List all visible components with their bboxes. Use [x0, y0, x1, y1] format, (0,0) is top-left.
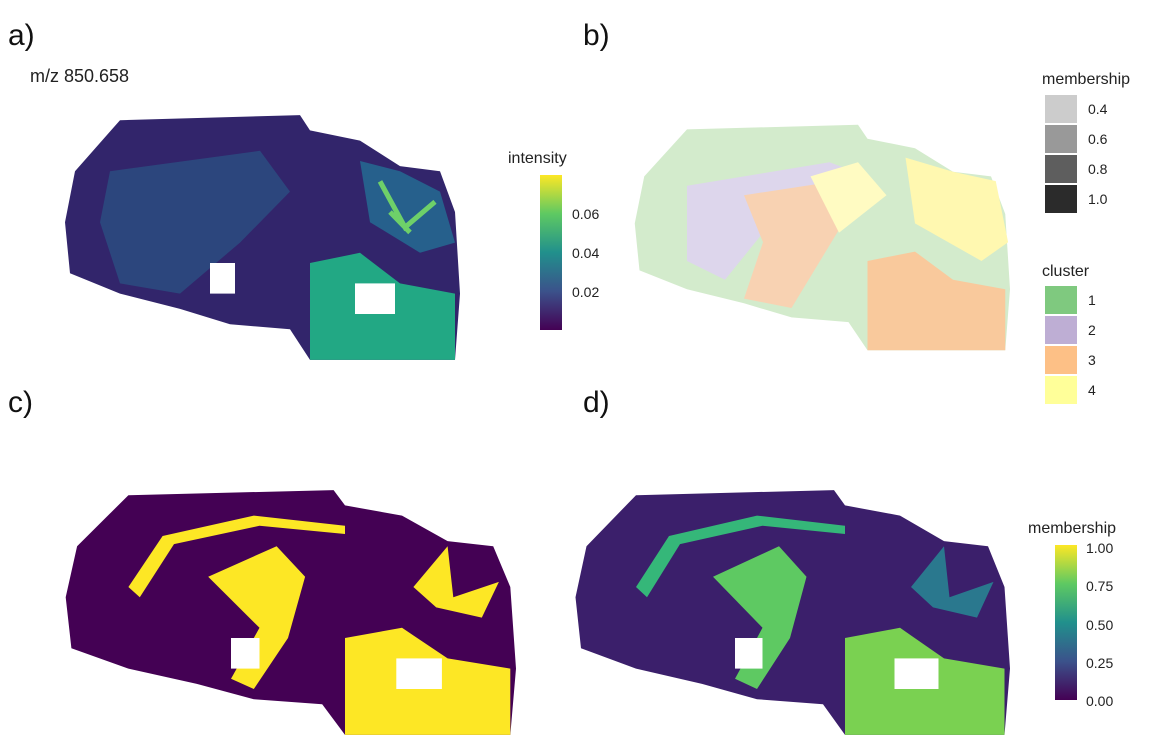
- legend-swatch: [1045, 95, 1077, 123]
- legend-swatch: [1045, 125, 1077, 153]
- legend-title: membership: [1042, 71, 1130, 88]
- image-d: [576, 490, 1011, 735]
- legend-label: 3: [1088, 352, 1096, 368]
- legend-label: 0.6: [1088, 131, 1108, 147]
- legend-title: cluster: [1042, 263, 1090, 280]
- legend-tick: 1.00: [1086, 540, 1113, 556]
- legend-label: 1.0: [1088, 191, 1108, 207]
- figure: a) m/z 850.658 intensity 0.06 0.04 0.02 …: [0, 0, 1165, 755]
- image-b: [635, 125, 1010, 351]
- image-c: [66, 490, 516, 735]
- legend-title: membership: [1028, 520, 1116, 537]
- legend-label: 0.8: [1088, 161, 1108, 177]
- panel-label: b): [583, 19, 610, 52]
- legend-tick: 0.02: [572, 284, 599, 300]
- legend-tick: 0.00: [1086, 693, 1113, 709]
- panel-label: d): [583, 386, 610, 419]
- legend-label: 0.4: [1088, 101, 1108, 117]
- panel-label: a): [8, 19, 35, 52]
- legend-label: 1: [1088, 292, 1096, 308]
- legend-swatch: [1045, 346, 1077, 374]
- colorbar: [540, 175, 562, 330]
- legend-label: 4: [1088, 382, 1096, 398]
- legend-tick: 0.25: [1086, 655, 1113, 671]
- legend-title: intensity: [508, 150, 567, 167]
- legend-swatch: [1045, 376, 1077, 404]
- legend-swatch: [1045, 185, 1077, 213]
- legend-tick: 0.04: [572, 245, 599, 261]
- legend-tick: 0.06: [572, 206, 599, 222]
- legend-tick: 0.50: [1086, 617, 1113, 633]
- legend-swatch: [1045, 316, 1077, 344]
- panel-label: c): [8, 386, 33, 419]
- legend-label: 2: [1088, 322, 1096, 338]
- colorbar: [1055, 545, 1077, 700]
- panel-title: m/z 850.658: [30, 66, 129, 86]
- legend-swatch: [1045, 155, 1077, 183]
- legend-tick: 0.75: [1086, 578, 1113, 594]
- image-a: [65, 115, 460, 360]
- legend-swatch: [1045, 286, 1077, 314]
